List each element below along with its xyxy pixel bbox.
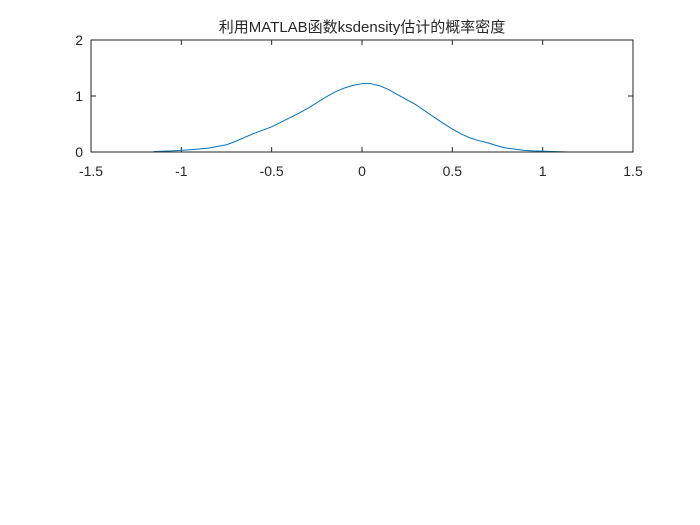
y-tick-label: 0 (75, 144, 83, 160)
x-tick-label: 1 (539, 163, 547, 179)
chart-title: 利用MATLAB函数ksdensity估计的概率密度 (219, 19, 505, 36)
x-tick-label: -1 (175, 163, 188, 179)
density-series-line (153, 83, 571, 153)
x-tick-label: -1.5 (79, 163, 103, 179)
y-tick-label: 2 (75, 32, 83, 48)
plot-area (91, 40, 633, 152)
axes-box (90, 39, 634, 153)
y-tick-label: 1 (75, 88, 83, 104)
x-tick-label: 1.5 (623, 163, 643, 179)
x-tick-label: 0 (358, 163, 366, 179)
x-tick-label: 0.5 (443, 163, 463, 179)
x-tick-label: -0.5 (260, 163, 284, 179)
